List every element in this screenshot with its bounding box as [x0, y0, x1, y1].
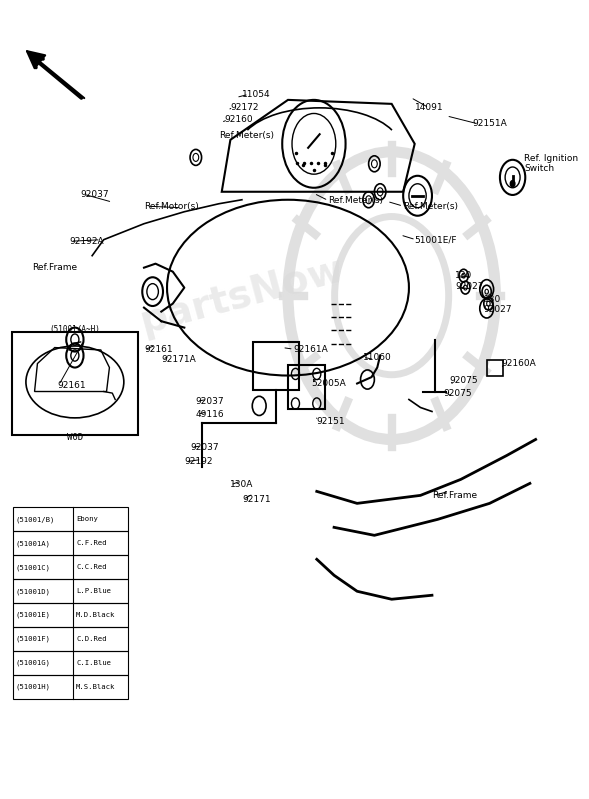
Text: L.P.Blue: L.P.Blue	[76, 588, 111, 594]
Bar	[12, 332, 138, 435]
Text: (51001/A~H): (51001/A~H)	[49, 325, 100, 334]
Text: 51001E/F: 51001E/F	[415, 235, 457, 244]
Text: 130A: 130A	[230, 480, 254, 490]
Text: (51001F): (51001F)	[15, 636, 51, 642]
Circle shape	[510, 181, 515, 187]
Text: (51001/B): (51001/B)	[15, 516, 55, 523]
Text: 92161: 92161	[58, 380, 86, 390]
Text: C.D.Red: C.D.Red	[76, 636, 107, 642]
Text: Ref.Meter(s): Ref.Meter(s)	[403, 201, 458, 211]
Text: Ref.Meter(s): Ref.Meter(s)	[328, 196, 383, 205]
Text: 92161: 92161	[144, 345, 173, 355]
Text: 92171A: 92171A	[161, 355, 196, 364]
Text: 92171: 92171	[242, 495, 270, 504]
Text: M.D.Black: M.D.Black	[76, 612, 115, 618]
Text: Ref.Meter(s): Ref.Meter(s)	[219, 130, 274, 140]
Text: C.C.Red: C.C.Red	[76, 564, 107, 570]
Bar	[13, 651, 128, 675]
Text: (51001D): (51001D)	[15, 588, 51, 594]
Text: 92037: 92037	[190, 443, 219, 452]
Bar	[13, 579, 128, 603]
Bar	[253, 342, 299, 390]
Text: Ref.Motor(s): Ref.Motor(s)	[144, 201, 198, 211]
Bar	[13, 531, 128, 555]
Text: 92037: 92037	[81, 189, 109, 199]
Text: Ref.Frame: Ref.Frame	[432, 491, 477, 500]
Text: (51001H): (51001H)	[15, 684, 51, 690]
Text: 92075: 92075	[449, 376, 478, 385]
Text: partsNow: partsNow	[135, 250, 348, 341]
Text: 11054: 11054	[242, 89, 270, 99]
Text: 92027: 92027	[455, 282, 484, 292]
Text: 92161A: 92161A	[294, 344, 329, 354]
Text: 92151: 92151	[317, 416, 345, 426]
Text: (51001G): (51001G)	[15, 660, 51, 666]
Bar	[13, 627, 128, 651]
Bar	[487, 360, 503, 376]
Bar	[13, 555, 128, 579]
Text: 92075: 92075	[444, 388, 472, 398]
Bar	[13, 675, 128, 699]
Text: 92192A: 92192A	[69, 237, 104, 246]
Text: 130: 130	[455, 271, 472, 280]
Text: 49116: 49116	[196, 410, 224, 419]
Text: 52005A: 52005A	[311, 379, 346, 388]
Text: 130: 130	[484, 295, 501, 304]
Text: 92160A: 92160A	[501, 359, 536, 368]
Text: M.S.Black: M.S.Black	[76, 684, 115, 690]
Text: Ebony: Ebony	[76, 516, 98, 523]
Text: 11060: 11060	[363, 352, 392, 362]
Text: 92160: 92160	[224, 115, 253, 125]
Text: (51001A): (51001A)	[15, 540, 51, 547]
Text: 92027: 92027	[484, 304, 512, 314]
Text: C.F.Red: C.F.Red	[76, 540, 107, 547]
Text: 14091: 14091	[415, 103, 444, 113]
Text: 92151A: 92151A	[472, 119, 507, 129]
Bar	[13, 603, 128, 627]
Text: (51001C): (51001C)	[15, 564, 51, 570]
Text: Ref.Frame: Ref.Frame	[32, 263, 77, 272]
Text: C.I.Blue: C.I.Blue	[76, 660, 111, 666]
Text: W0D: W0D	[67, 433, 83, 442]
Text: Ref. Ignition
Switch: Ref. Ignition Switch	[524, 154, 578, 173]
Text: 92172: 92172	[230, 102, 259, 112]
Text: 92037: 92037	[196, 396, 224, 406]
Bar	[288, 365, 325, 409]
Bar	[13, 507, 128, 531]
Text: (51001E): (51001E)	[15, 612, 51, 618]
Text: 92192: 92192	[184, 457, 213, 467]
